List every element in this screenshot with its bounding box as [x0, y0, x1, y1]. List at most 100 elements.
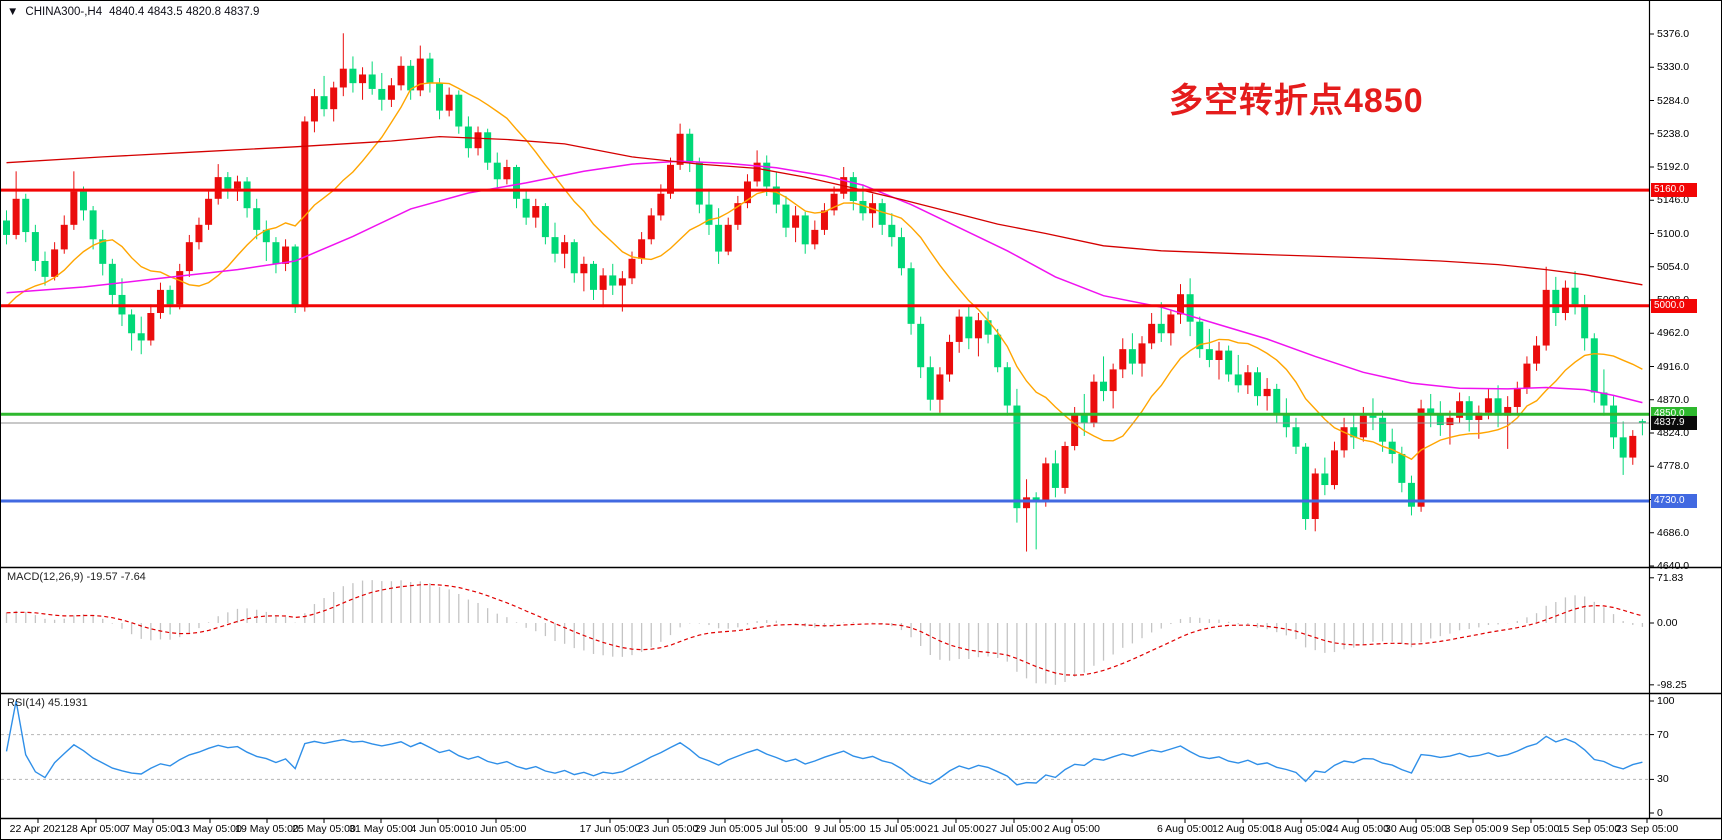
- candle-body: [262, 229, 270, 243]
- candle-body: [1552, 289, 1560, 314]
- time-tick-label: 24 Aug 05:00: [1327, 823, 1389, 835]
- candle-body: [1417, 408, 1425, 507]
- candle-body: [12, 198, 20, 235]
- candle-body: [205, 198, 213, 225]
- candle-body: [79, 191, 87, 211]
- candle-body: [1196, 321, 1204, 350]
- candle-body: [638, 239, 646, 259]
- candle-body: [820, 210, 828, 230]
- candle-body: [1407, 482, 1415, 507]
- time-tick-label: 15 Jul 05:00: [869, 823, 927, 835]
- candle-body: [830, 193, 838, 211]
- candle-body: [99, 239, 107, 264]
- candle-body: [195, 224, 203, 243]
- candle-body: [484, 132, 492, 163]
- candle-body: [31, 232, 39, 261]
- current-price-tag: 4837.9: [1651, 415, 1697, 430]
- candle-body: [407, 65, 415, 91]
- candle-body: [1244, 372, 1252, 386]
- candle-body: [647, 215, 655, 240]
- candle-body: [974, 320, 982, 339]
- slow-ma-line: [6, 135, 1643, 286]
- candle-body: [1100, 381, 1108, 392]
- price-tick-label: 5100.0: [1657, 227, 1690, 240]
- symbol-dropdown-icon[interactable]: ▼: [7, 6, 19, 18]
- candle-body: [1302, 446, 1310, 520]
- macd-pane[interactable]: [5, 580, 1644, 685]
- price-tick-label: 5330.0: [1657, 61, 1690, 74]
- candle-body: [166, 289, 174, 305]
- time-tick-label: 22 Apr 2021: [9, 823, 67, 835]
- candle-body: [1205, 349, 1213, 360]
- rsi-value: 45.1931: [47, 697, 88, 709]
- candle-body: [1590, 338, 1598, 393]
- candle-body: [1273, 388, 1281, 415]
- main-price-pane[interactable]: [1, 33, 1649, 552]
- candle-body: [1071, 414, 1079, 447]
- time-tick-label: 31 May 05:00: [349, 823, 413, 835]
- price-tick-label: 5238.0: [1657, 127, 1690, 140]
- price-tick-label: 4686.0: [1657, 526, 1690, 539]
- candle-body: [984, 320, 992, 335]
- macd-values: -19.57 -7.64: [86, 571, 146, 583]
- candle-body: [801, 215, 809, 245]
- price-tick-label: 4870.0: [1657, 393, 1690, 406]
- time-tick-label: 9 Jul 05:00: [814, 823, 866, 835]
- annotation-text[interactable]: 多空转折点4850: [1169, 82, 1424, 120]
- candle-body: [493, 162, 501, 180]
- candle-body: [387, 85, 395, 100]
- candle-body: [176, 271, 184, 305]
- candle-body: [1456, 401, 1464, 418]
- candle-body: [320, 96, 328, 110]
- time-tick-label: 4 Jun 05:00: [410, 823, 466, 835]
- symbol-title: ▼ CHINA300-,H4 4840.4 4843.5 4820.8 4837.9: [7, 6, 259, 18]
- candle-body: [253, 208, 261, 230]
- candle-body: [1629, 435, 1637, 458]
- candle-body: [349, 68, 357, 84]
- candle-body: [416, 58, 424, 91]
- candle-body: [705, 204, 713, 225]
- candle-body: [1090, 381, 1098, 423]
- rsi-tick-label: 70: [1657, 728, 1669, 741]
- rsi-indicator-label: RSI(14) 45.1931: [7, 697, 88, 709]
- candle-body: [897, 237, 905, 269]
- candle-body: [570, 242, 578, 274]
- price-tick-label: 5054.0: [1657, 260, 1690, 273]
- candle-body: [1051, 463, 1059, 488]
- candle-body: [1494, 398, 1502, 416]
- candle-body: [618, 278, 626, 286]
- candle-body: [224, 177, 232, 189]
- candle-body: [147, 313, 155, 341]
- candle-body: [1581, 304, 1589, 339]
- rsi-name: RSI(14): [7, 697, 45, 709]
- candle-body: [590, 263, 598, 290]
- candle-body: [1321, 473, 1329, 486]
- rsi-pane[interactable]: [1, 700, 1649, 786]
- candle-body: [782, 204, 790, 228]
- candle-body: [1225, 350, 1233, 375]
- candle-body: [965, 316, 973, 339]
- candle-body: [108, 263, 116, 295]
- candle-body: [41, 260, 49, 277]
- candle-body: [1186, 294, 1194, 322]
- candle-body: [1080, 414, 1088, 423]
- candle-body: [1350, 427, 1358, 438]
- candle-body: [666, 164, 674, 194]
- candle-body: [301, 121, 309, 308]
- ohlc-values: 4840.4 4843.5 4820.8 4837.9: [109, 6, 260, 18]
- candle-body: [137, 333, 145, 341]
- candle-body: [1330, 450, 1338, 486]
- price-tick-label: 5376.0: [1657, 28, 1690, 40]
- price-level-tag: 4730.0: [1651, 493, 1697, 508]
- candle-body: [955, 316, 963, 342]
- candle-body: [599, 275, 607, 290]
- candle-body: [1427, 408, 1435, 415]
- candle-body: [1282, 414, 1290, 428]
- candle-body: [1542, 289, 1550, 346]
- candle-body: [1388, 441, 1396, 454]
- candle-body: [628, 258, 636, 279]
- candle-body: [1436, 414, 1444, 426]
- candle-body: [445, 94, 453, 111]
